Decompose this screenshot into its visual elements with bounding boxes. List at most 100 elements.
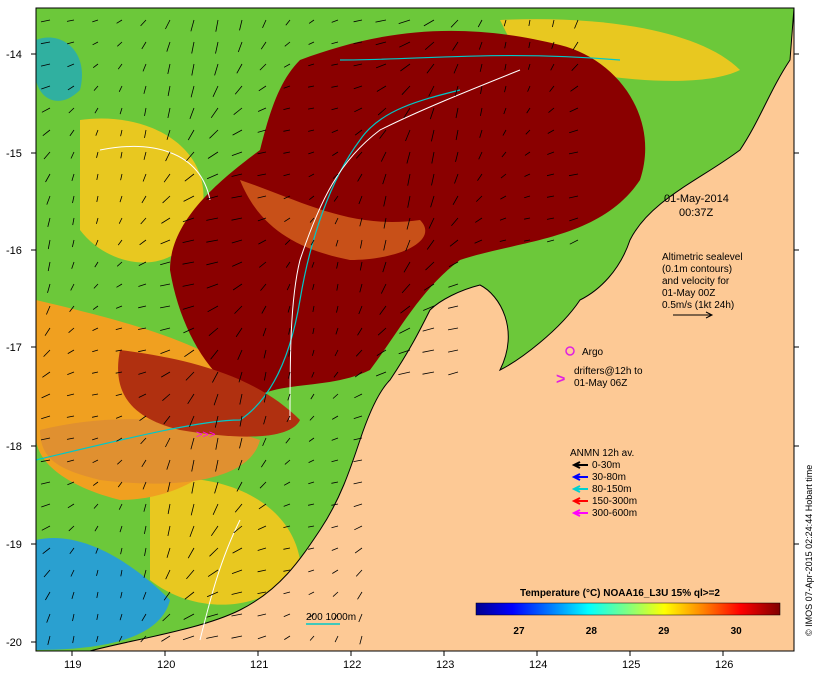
- lon-tick-label: 125: [622, 659, 640, 671]
- velocity-vector: [212, 371, 219, 383]
- velocity-vector: [431, 173, 435, 186]
- velocity-vector: [120, 151, 123, 159]
- velocity-vector: [424, 41, 435, 51]
- velocity-vector: [163, 415, 171, 425]
- velocity-vector: [92, 63, 99, 69]
- velocity-vector: [478, 41, 483, 50]
- velocity-vector: [547, 151, 555, 155]
- velocity-vector: [160, 327, 171, 331]
- velocity-vector: [426, 63, 435, 74]
- velocity-vector: [308, 547, 315, 550]
- velocity-vector: [399, 327, 411, 334]
- velocity-vector: [423, 19, 435, 27]
- velocity-vector: [190, 19, 195, 32]
- velocity-vector: [527, 63, 531, 70]
- anmn-arrowhead-icon: [571, 497, 581, 505]
- drifter-icon: >: [556, 371, 565, 388]
- velocity-vector: [40, 63, 51, 67]
- velocity-vector: [353, 41, 363, 44]
- velocity-vector: [354, 547, 363, 554]
- velocity-vector: [182, 635, 195, 641]
- velocity-vector: [383, 195, 387, 207]
- velocity-vector: [68, 107, 75, 114]
- anmn-arrowhead-icon: [571, 461, 581, 469]
- velocity-vector: [160, 239, 171, 245]
- velocity-vector: [96, 591, 99, 598]
- velocity-vector: [236, 63, 243, 74]
- velocity-vector: [120, 129, 123, 137]
- velocity-vector: [191, 41, 195, 54]
- lon-tick-label: 119: [64, 659, 82, 671]
- velocity-vector: [215, 459, 219, 472]
- velocity-vector: [528, 19, 531, 26]
- velocity-vector: [214, 415, 219, 428]
- velocity-vector: [552, 19, 555, 28]
- velocity-vector: [331, 63, 339, 66]
- velocity-vector: [308, 569, 315, 573]
- velocity-vector: [231, 151, 243, 156]
- velocity-vector: [163, 173, 171, 183]
- velocity-vector: [451, 217, 459, 226]
- velocity-vector: [47, 217, 51, 227]
- velocity-vector: [570, 85, 579, 92]
- sst-hot-core: [170, 30, 646, 400]
- velocity-vector: [138, 305, 147, 309]
- velocity-vector: [116, 437, 123, 442]
- velocity-vector: [283, 195, 291, 200]
- velocity-vector: [478, 151, 483, 160]
- velocity-vector: [479, 129, 483, 138]
- velocity-vector: [187, 393, 195, 405]
- anmn-arrowhead-icon: [571, 473, 581, 481]
- velocity-vector: [525, 129, 531, 135]
- velocity-vector: [331, 415, 339, 420]
- velocity-vector: [382, 261, 387, 273]
- velocity-vector: [207, 569, 219, 577]
- velocity-vector: [257, 195, 267, 199]
- velocity-vector: [477, 173, 483, 181]
- velocity-vector: [143, 151, 147, 160]
- velocity-vector: [138, 393, 147, 398]
- velocity-vector: [569, 239, 579, 245]
- velocity-vector: [189, 525, 195, 538]
- velocity-vector: [92, 481, 99, 486]
- plot-area: >>>: [36, 8, 794, 651]
- velocity-vector: [117, 239, 123, 246]
- velocity-vector: [66, 415, 75, 418]
- velocity-vector: [185, 371, 195, 381]
- velocity-vector: [235, 327, 243, 338]
- velocity-vector: [354, 107, 363, 113]
- velocity-vector: [431, 129, 435, 142]
- velocity-vector: [308, 173, 315, 178]
- map-date: 01-May-2014: [664, 193, 729, 205]
- velocity-vector: [140, 437, 147, 445]
- velocity-vector: [143, 503, 147, 512]
- velocity-vector: [311, 371, 315, 378]
- velocity-vector: [331, 459, 339, 463]
- velocity-vector: [70, 569, 75, 577]
- velocity-vector: [355, 349, 363, 357]
- drifter-label: 01-May 06Z: [574, 378, 627, 389]
- velocity-vector: [332, 151, 339, 156]
- velocity-vector: [428, 217, 435, 229]
- velocity-vector: [285, 19, 291, 26]
- velocity-vector: [189, 415, 195, 427]
- velocity-vector: [353, 481, 363, 485]
- sst-hot-core: [118, 350, 300, 437]
- velocity-vector: [95, 239, 99, 246]
- velocity-vector: [117, 481, 123, 488]
- velocity-vector: [258, 239, 267, 245]
- velocity-vector: [231, 591, 243, 595]
- velocity-vector: [353, 459, 363, 462]
- velocity-vector: [357, 327, 363, 336]
- velocity-vector: [47, 239, 51, 250]
- velocity-vector: [92, 19, 99, 23]
- velocity-vector: [546, 195, 555, 198]
- velocity-vector: [215, 437, 219, 450]
- velocity-vector: [452, 41, 459, 51]
- velocity-vector: [308, 129, 315, 132]
- velocity-vector: [92, 437, 99, 441]
- velocity-vector: [143, 85, 147, 94]
- velocity-vector: [66, 41, 75, 45]
- velocity-vector: [353, 85, 363, 90]
- velocity-vector: [166, 547, 171, 558]
